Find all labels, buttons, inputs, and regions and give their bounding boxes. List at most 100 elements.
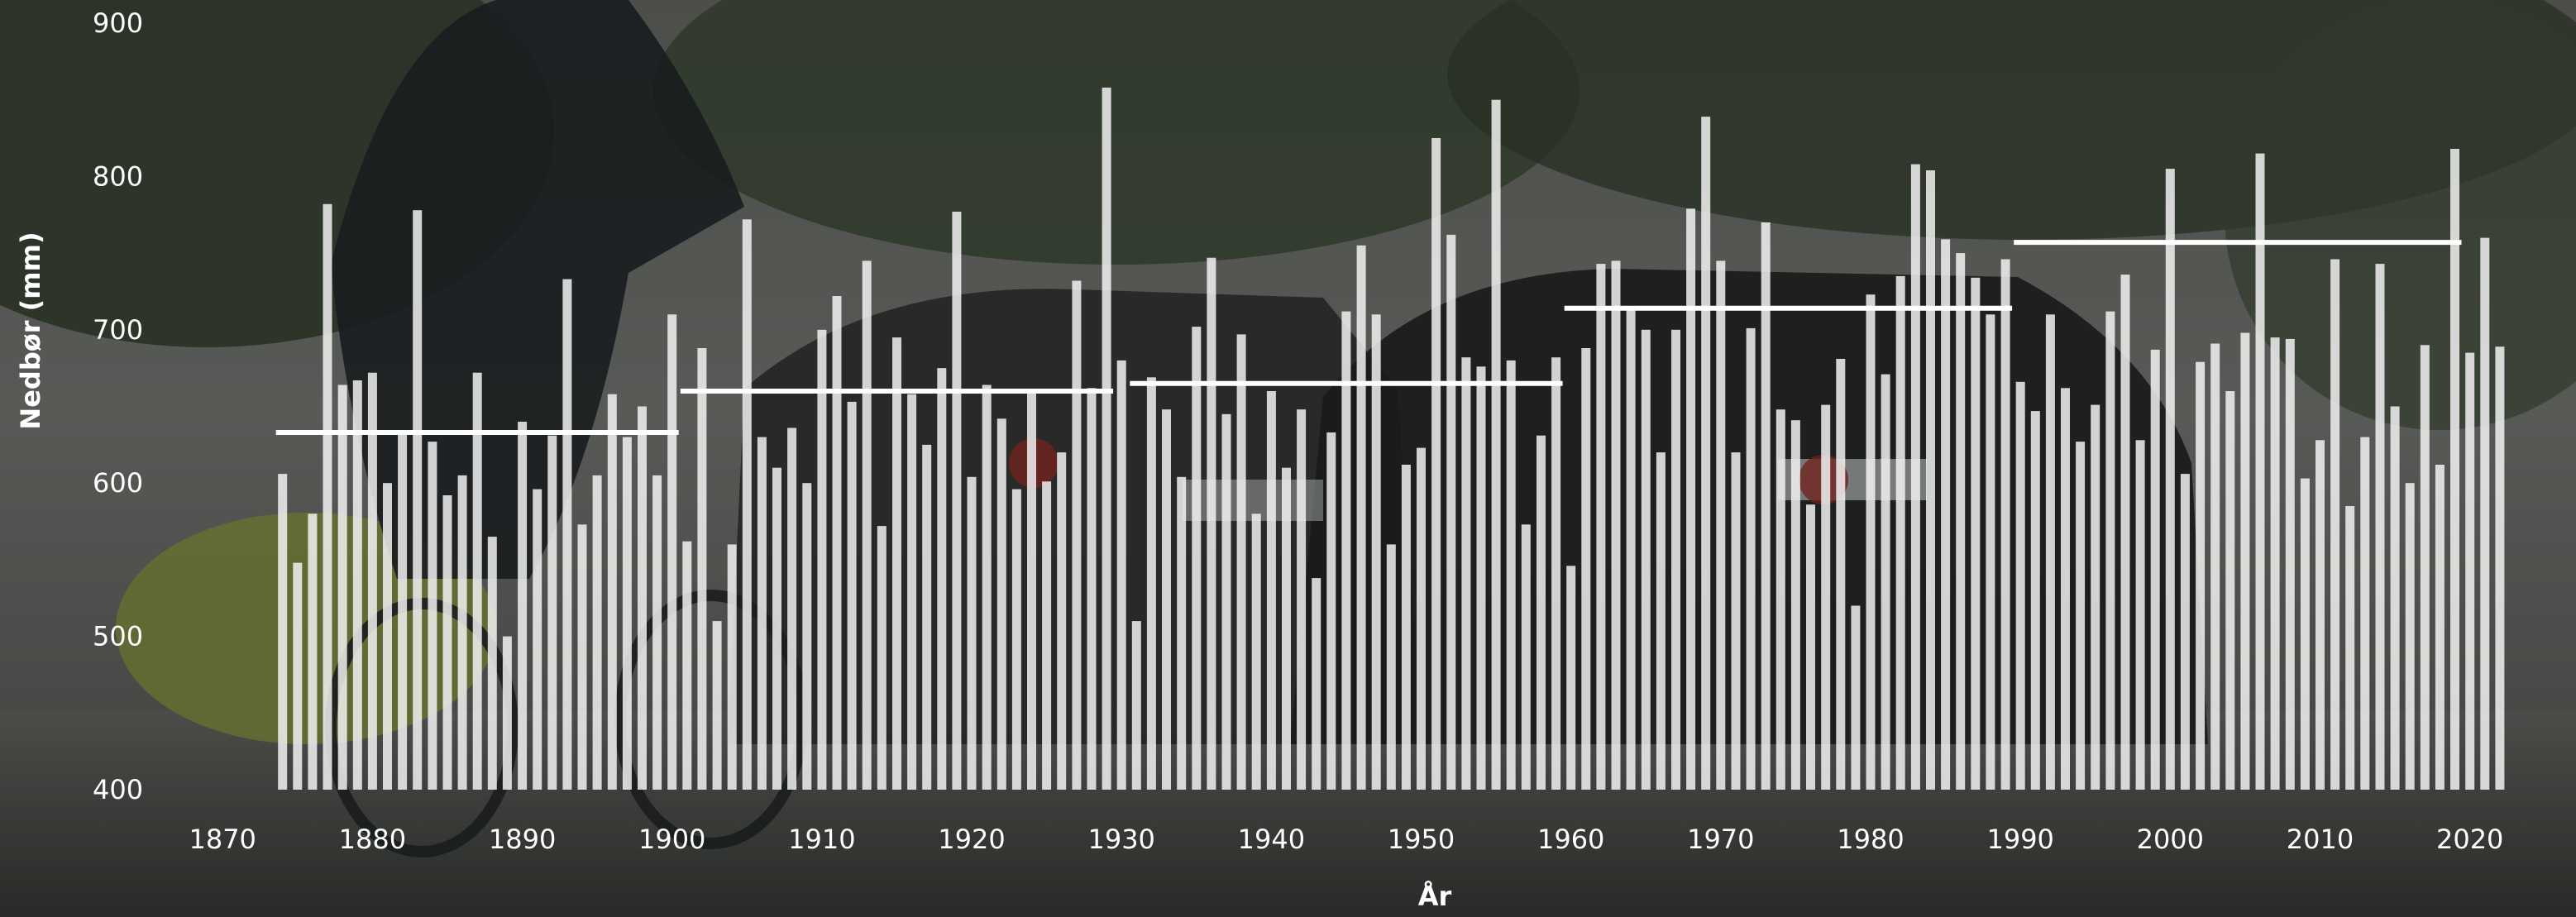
bar-1951 <box>1431 138 1441 790</box>
bar-1968 <box>1686 208 1696 790</box>
bar-1942 <box>1297 409 1307 790</box>
bar-1938 <box>1236 334 1246 790</box>
bar-1996 <box>2105 311 2115 790</box>
bar-1899 <box>652 475 662 790</box>
bar-1983 <box>1910 164 1920 790</box>
bar-1911 <box>832 296 842 790</box>
bar-1957 <box>1521 524 1531 790</box>
bar-1958 <box>1537 435 1546 790</box>
x-tick-label-1900: 1900 <box>638 824 705 855</box>
bar-1973 <box>1761 222 1771 790</box>
x-tick-label-2000: 2000 <box>2137 824 2204 855</box>
y-tick-label-400: 400 <box>93 774 143 805</box>
bar-1979 <box>1851 605 1861 790</box>
bar-1876 <box>308 513 318 790</box>
bar-1926 <box>1057 452 1067 790</box>
x-tick-label-1960: 1960 <box>1537 824 1604 855</box>
x-tick-label-1930: 1930 <box>1087 824 1154 855</box>
bar-1906 <box>757 437 767 790</box>
y-axis-ticks: 400 500 600 700 800 900 <box>93 7 143 805</box>
bar-1913 <box>862 260 872 790</box>
bar-1956 <box>1506 360 1516 790</box>
bar-1994 <box>2076 442 2086 790</box>
y-tick-label-900: 900 <box>93 7 143 39</box>
bar-1929 <box>1102 87 1111 790</box>
bar-1953 <box>1461 357 1471 790</box>
bar-2003 <box>2210 343 2220 790</box>
bar-1990 <box>2015 381 2025 790</box>
bar-2022 <box>2495 346 2505 790</box>
bar-1982 <box>1895 275 1905 790</box>
x-tick-label-1970: 1970 <box>1687 824 1754 855</box>
bar-2007 <box>2270 337 2280 790</box>
bar-1919 <box>952 212 962 790</box>
bar-1971 <box>1731 452 1741 790</box>
bar-1910 <box>817 329 827 790</box>
bar-1931 <box>1131 621 1141 790</box>
bar-1963 <box>1611 260 1621 790</box>
bar-1988 <box>1986 314 1995 790</box>
x-tick-label-2020: 2020 <box>2436 824 2503 855</box>
x-tick-label-1920: 1920 <box>938 824 1005 855</box>
bar-1954 <box>1476 366 1486 790</box>
bar-1944 <box>1326 432 1336 790</box>
bar-1894 <box>577 524 587 790</box>
bar-1877 <box>323 203 332 790</box>
bar-2008 <box>2285 338 2295 790</box>
bar-1891 <box>533 489 542 790</box>
bar-1989 <box>2000 259 2010 790</box>
bar-1950 <box>1417 447 1426 790</box>
bar-1881 <box>383 483 392 790</box>
bar-1945 <box>1341 311 1351 790</box>
y-axis-title: Nedbør (mm) <box>15 232 46 429</box>
bar-1885 <box>442 495 452 790</box>
bar-1895 <box>592 475 602 790</box>
bar-1935 <box>1192 327 1202 790</box>
bar-2018 <box>2435 465 2445 790</box>
bar-1922 <box>996 418 1006 790</box>
bar-1904 <box>727 544 737 790</box>
bar-1896 <box>607 394 617 790</box>
bar-2004 <box>2225 391 2235 790</box>
bar-1974 <box>1775 409 1785 790</box>
bar-1980 <box>1866 294 1876 790</box>
y-tick-label-800: 800 <box>93 160 143 192</box>
bar-1947 <box>1371 314 1381 790</box>
bar-2009 <box>2300 478 2310 790</box>
bar-1892 <box>547 435 557 790</box>
bar-1893 <box>562 279 572 790</box>
bar-2005 <box>2240 332 2250 790</box>
bar-1941 <box>1282 467 1291 790</box>
bar-1889 <box>502 636 512 790</box>
y-tick-label-600: 600 <box>93 467 143 499</box>
bar-1884 <box>428 442 437 790</box>
bar-2021 <box>2480 237 2490 790</box>
bar-1998 <box>2135 440 2145 790</box>
bar-1992 <box>2045 314 2055 790</box>
bar-1930 <box>1116 360 1126 790</box>
bar-1948 <box>1386 544 1396 790</box>
y-tick-label-700: 700 <box>93 314 143 346</box>
bar-1972 <box>1746 327 1756 790</box>
bar-1991 <box>2030 411 2040 790</box>
bar-2000 <box>2165 169 2175 790</box>
bar-2017 <box>2420 345 2430 790</box>
bar-2006 <box>2255 153 2265 790</box>
bar-1924 <box>1027 391 1036 790</box>
x-tick-label-2010: 2010 <box>2287 824 2354 855</box>
bar-2015 <box>2390 406 2400 790</box>
bar-1936 <box>1207 257 1216 790</box>
bar-1986 <box>1956 253 1966 790</box>
bar-1905 <box>742 219 752 790</box>
bar-1997 <box>2120 275 2130 790</box>
bar-1874 <box>278 474 288 790</box>
bar-1900 <box>667 314 677 790</box>
bar-1897 <box>622 437 632 790</box>
x-tick-label-1980: 1980 <box>1837 824 1904 855</box>
bar-1981 <box>1881 374 1890 790</box>
bar-1962 <box>1596 264 1606 790</box>
bar-1970 <box>1716 260 1726 790</box>
bar-1966 <box>1656 452 1666 790</box>
bar-2011 <box>2330 259 2340 790</box>
